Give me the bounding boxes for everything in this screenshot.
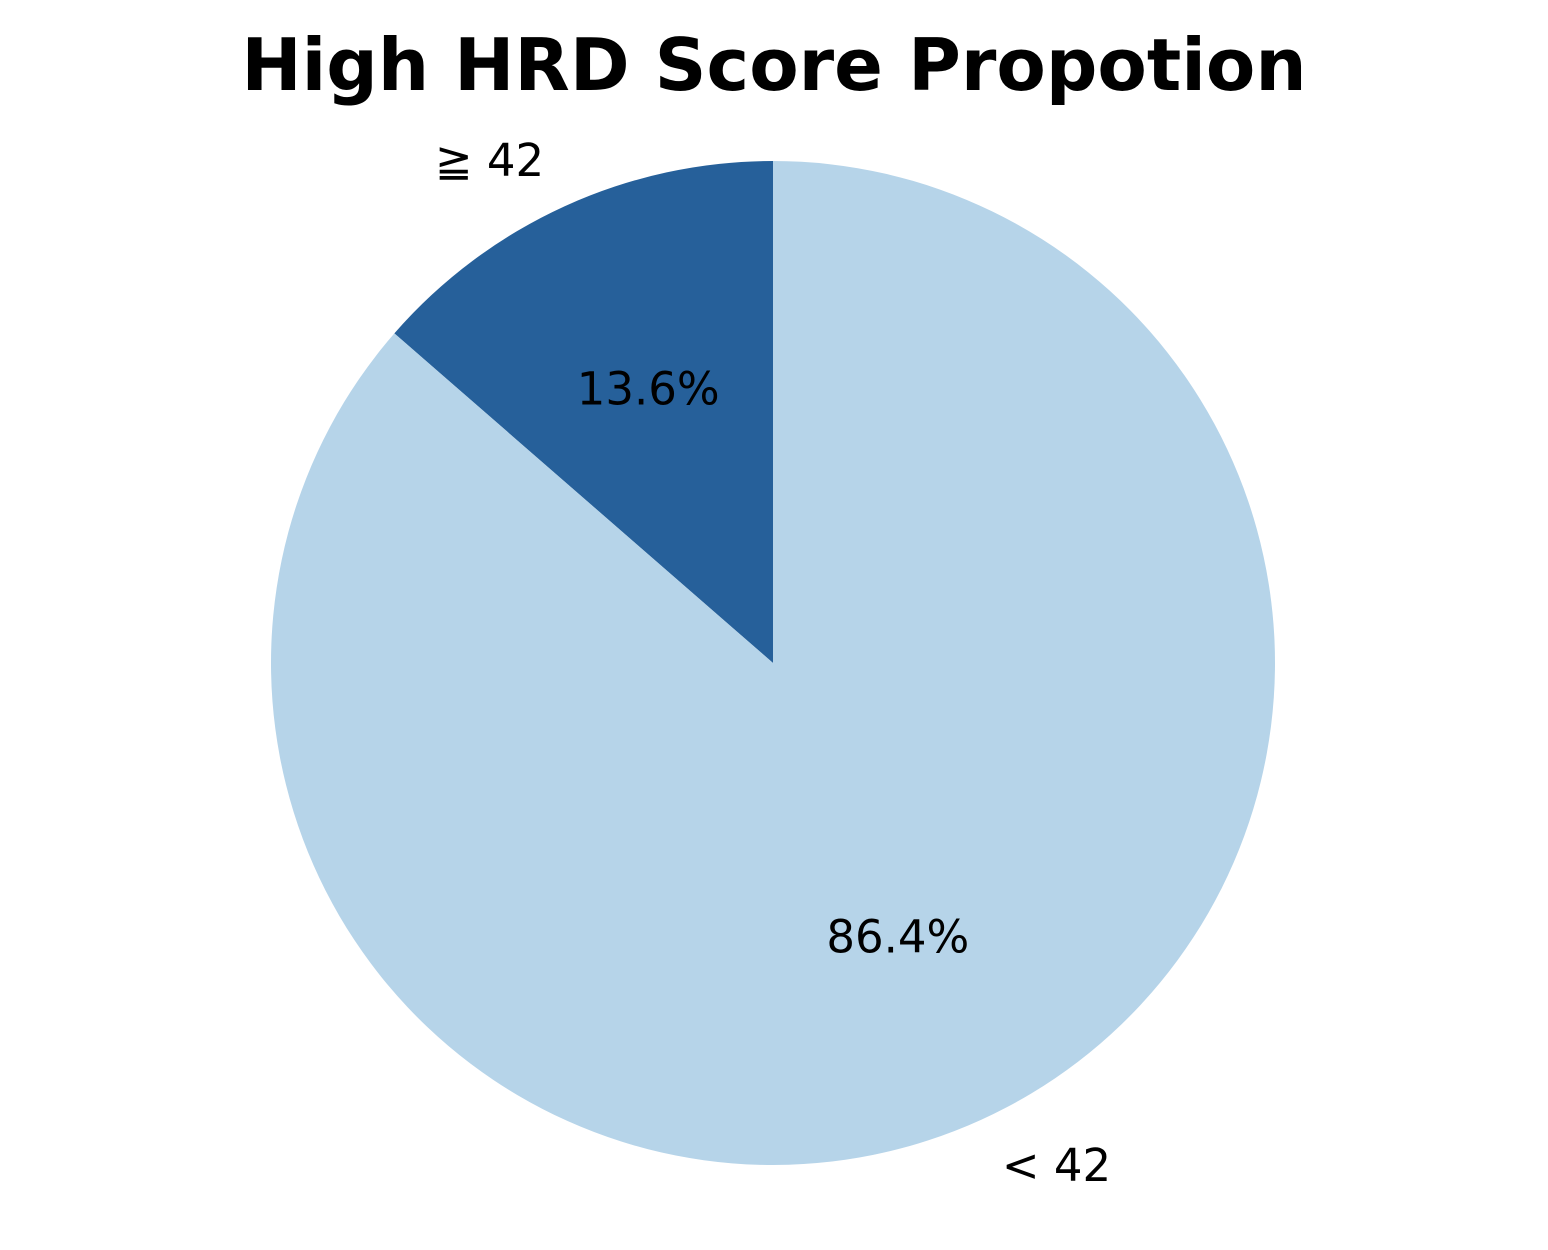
chart-title: High HRD Score Propotion: [241, 23, 1306, 107]
slice-label: < 42: [1002, 1139, 1111, 1192]
slice-label: ≧ 42: [435, 134, 544, 187]
pie-labels: ≧ 42 13.6% < 42 86.4%: [435, 134, 1111, 1192]
slice-percent-label: 13.6%: [577, 362, 720, 415]
pie-slice: [394, 161, 773, 663]
slice-percent-label: 86.4%: [826, 911, 969, 964]
pie-slices: [271, 161, 1276, 1165]
pie-slice: [271, 161, 1276, 1165]
